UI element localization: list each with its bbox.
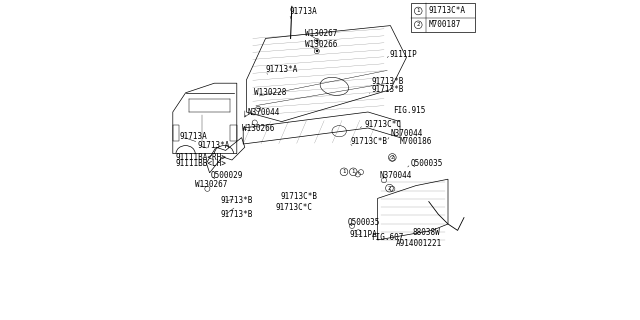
Text: 1: 1: [417, 8, 420, 13]
Text: 91713*B: 91713*B: [371, 77, 404, 86]
Text: W130267: W130267: [195, 180, 227, 189]
Text: N370044: N370044: [390, 129, 423, 138]
Text: 91713C*C: 91713C*C: [365, 120, 402, 129]
Text: 91713A: 91713A: [290, 7, 317, 16]
Text: M700187: M700187: [429, 20, 461, 29]
Text: 2: 2: [388, 186, 391, 191]
Text: 2: 2: [390, 155, 394, 160]
Text: 1: 1: [342, 169, 346, 174]
Text: 91713C*B: 91713C*B: [281, 192, 318, 201]
Text: W130266: W130266: [242, 124, 274, 132]
Text: 91713C*A: 91713C*A: [429, 6, 466, 15]
Text: N370044: N370044: [380, 171, 412, 180]
Text: 91713C*C: 91713C*C: [276, 203, 313, 212]
Text: FIG.915: FIG.915: [394, 106, 426, 115]
Text: W130267: W130267: [305, 29, 337, 38]
Text: FIG.607: FIG.607: [371, 233, 404, 242]
Text: Q500035: Q500035: [348, 218, 380, 227]
Text: W130266: W130266: [305, 40, 337, 49]
Text: N370044: N370044: [247, 108, 280, 116]
Text: 91713*B: 91713*B: [220, 196, 253, 204]
Text: Q500029: Q500029: [211, 171, 243, 180]
Circle shape: [316, 39, 319, 42]
Text: W130228: W130228: [254, 88, 287, 97]
Text: 91713A: 91713A: [180, 132, 207, 140]
Text: 91713*A: 91713*A: [198, 141, 230, 150]
Text: A914001221: A914001221: [396, 239, 442, 248]
Text: 91111BB<LH>: 91111BB<LH>: [175, 159, 226, 168]
Text: 91713*B: 91713*B: [220, 210, 253, 219]
Circle shape: [316, 50, 319, 52]
Text: 91713*B: 91713*B: [371, 85, 404, 94]
Text: M700186: M700186: [399, 137, 432, 146]
Text: 9111IP: 9111IP: [390, 50, 417, 59]
Text: 1: 1: [351, 169, 355, 174]
Text: 91713C*B: 91713C*B: [351, 137, 388, 146]
Text: Q500035: Q500035: [411, 159, 444, 168]
Text: 9111PA: 9111PA: [349, 230, 377, 239]
Text: 88038W: 88038W: [413, 228, 440, 237]
Text: 91111BA<RH>: 91111BA<RH>: [175, 153, 226, 162]
Text: 2: 2: [417, 22, 420, 27]
Text: 91713*A: 91713*A: [266, 65, 298, 74]
